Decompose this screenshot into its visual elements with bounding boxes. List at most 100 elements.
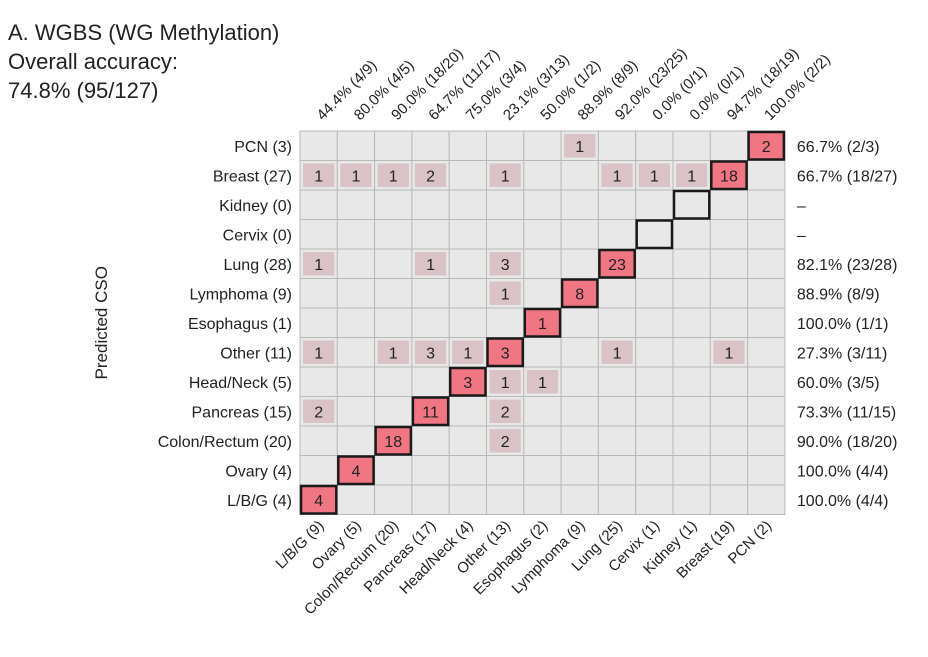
value-cell <box>303 399 335 423</box>
heatmap-cell <box>560 396 599 427</box>
value-cell <box>303 340 335 364</box>
value-cell <box>300 485 338 515</box>
heatmap-cell <box>299 130 338 161</box>
row-label: Pancreas (15) <box>192 404 293 421</box>
heatmap-cell <box>486 189 525 220</box>
heatmap-cell <box>635 455 674 486</box>
value-cell <box>377 340 409 364</box>
cell-value: 1 <box>613 168 622 185</box>
value-cell <box>414 340 447 364</box>
heatmap-cell <box>709 307 749 338</box>
heatmap-cell <box>635 337 674 368</box>
row-label: Lymphoma (9) <box>189 286 292 303</box>
row-label: Other (11) <box>220 345 292 362</box>
diagonal-border <box>598 248 636 279</box>
heatmap-cell <box>523 455 562 486</box>
heatmap-cell <box>672 307 711 338</box>
heatmap-cell <box>486 484 525 515</box>
cell-value: 2 <box>501 434 510 451</box>
value-cell <box>601 163 633 187</box>
cell-value: 1 <box>389 345 398 362</box>
row-label: Lung (28) <box>224 257 293 274</box>
value-cell <box>676 163 708 187</box>
heatmap-cell <box>523 248 562 279</box>
heatmap-cell <box>747 307 786 338</box>
heatmap-cell <box>597 278 637 309</box>
row-accuracy: 66.7% (18/27) <box>797 168 898 185</box>
heatmap-cell <box>448 160 488 191</box>
heatmap-cell <box>336 337 376 368</box>
heatmap-cell <box>299 366 338 397</box>
heatmap-cell <box>747 366 786 397</box>
diagonal-border <box>560 278 599 309</box>
heatmap-cell <box>672 484 711 515</box>
heatmap-cell <box>411 278 450 309</box>
heatmap-cell <box>747 219 786 250</box>
heatmap-cell <box>374 484 413 515</box>
heatmap-cell <box>560 219 599 250</box>
heatmap-cell <box>597 484 637 515</box>
heatmap-cell <box>523 130 562 161</box>
heatmap-cell <box>486 307 525 338</box>
cell-value: 3 <box>501 345 510 362</box>
heatmap-cell <box>560 160 599 191</box>
heatmap-cell <box>597 366 637 397</box>
value-cell <box>561 278 599 308</box>
row-accuracy: 66.7% (2/3) <box>797 139 880 156</box>
cell-value: 11 <box>422 404 439 421</box>
heatmap-cell <box>597 189 637 220</box>
cell-value: 2 <box>762 139 771 156</box>
cell-value: 2 <box>501 404 510 421</box>
cell-value: 1 <box>613 345 622 362</box>
value-cell <box>489 281 521 305</box>
diagonal-border <box>523 307 562 338</box>
heatmap-cell <box>486 130 525 161</box>
value-cell <box>377 163 409 187</box>
row-label: Breast (27) <box>213 168 292 185</box>
row-label: Esophagus (1) <box>188 316 292 333</box>
heatmap-cell <box>709 130 749 161</box>
diagonal-border <box>411 396 450 427</box>
value-cell <box>710 160 748 190</box>
heatmap-cell <box>560 425 599 456</box>
cell-value: 8 <box>575 286 584 303</box>
row-label: L/B/G (4) <box>227 493 292 510</box>
heatmap-cell <box>411 484 450 515</box>
heatmap-cell <box>448 248 488 279</box>
heatmap-cell <box>709 396 749 427</box>
heatmap-cell <box>523 425 562 456</box>
heatmap-cell <box>299 307 338 338</box>
heatmap-cell <box>672 366 711 397</box>
heatmap-cell <box>374 189 413 220</box>
overall-accuracy-label: Overall accuracy: <box>8 49 178 74</box>
cell-value: 18 <box>720 168 738 185</box>
heatmap-cell <box>411 366 450 397</box>
heatmap-cell <box>672 189 711 220</box>
heatmap-cell <box>747 425 786 456</box>
heatmap-cell <box>635 189 674 220</box>
heatmap-cell <box>635 248 674 279</box>
heatmap-cell <box>374 248 413 279</box>
heatmap-cell <box>411 455 450 486</box>
value-cell <box>340 163 372 187</box>
diagonal-border <box>299 484 338 515</box>
heatmap-cell <box>448 219 488 250</box>
heatmap-cell <box>448 307 488 338</box>
heatmap-cell <box>709 248 749 279</box>
diagonal-border <box>635 219 674 250</box>
heatmap-cell <box>486 219 525 250</box>
heatmap-cell <box>336 307 376 338</box>
diagonal-border <box>710 160 748 191</box>
cell-value: 1 <box>538 375 547 392</box>
value-cell <box>414 252 447 276</box>
cell-value: 4 <box>314 493 323 510</box>
cell-value: 1 <box>650 168 659 185</box>
heatmap-cell <box>672 455 711 486</box>
heatmap-cell <box>411 130 450 161</box>
row-accuracy: 100.0% (1/1) <box>797 316 889 333</box>
value-cell <box>414 163 447 187</box>
value-cell <box>489 252 521 276</box>
heatmap-cell <box>709 484 749 515</box>
heatmap-cell <box>448 189 488 220</box>
row-accuracy: 60.0% (3/5) <box>797 375 880 392</box>
